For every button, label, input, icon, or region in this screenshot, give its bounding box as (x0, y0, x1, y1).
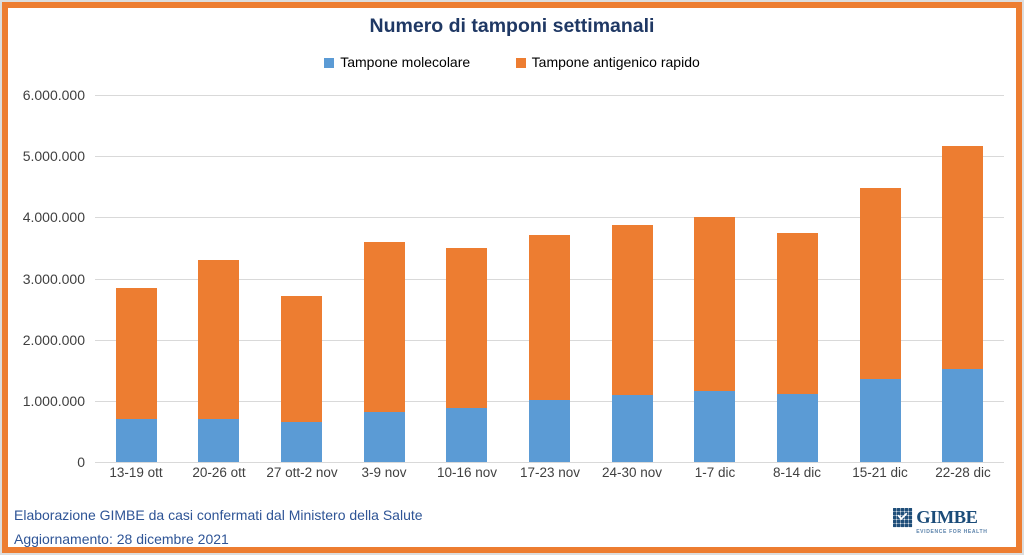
svg-text:EVIDENCE FOR HEALTH: EVIDENCE FOR HEALTH (916, 529, 987, 535)
svg-text:GIMBE: GIMBE (916, 508, 977, 527)
